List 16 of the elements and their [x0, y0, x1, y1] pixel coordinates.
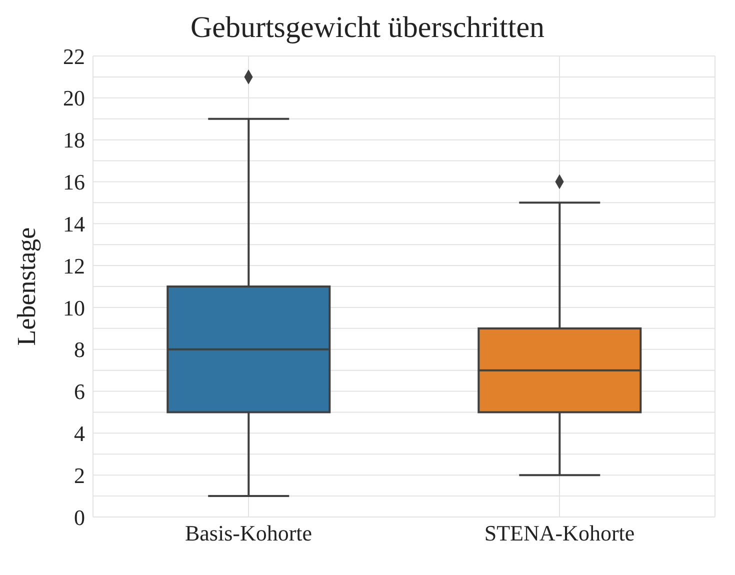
y-tick-label: 8 — [74, 337, 85, 362]
y-tick-label: 6 — [74, 379, 85, 404]
y-tick-label: 20 — [63, 86, 85, 111]
x-tick-label: Basis-Kohorte — [184, 520, 312, 546]
y-tick-label: 0 — [74, 504, 85, 530]
chart-title: Geburtsgewicht überschritten — [190, 11, 545, 44]
y-tick-label: 10 — [63, 295, 85, 320]
y-tick-label: 22 — [63, 44, 85, 69]
y-tick-label: 14 — [63, 211, 85, 236]
y-tick-label: 16 — [63, 170, 85, 195]
y-axis-title: Lebenstage — [12, 227, 42, 346]
y-tick-label: 12 — [63, 253, 85, 278]
x-tick-label: STENA-Kohorte — [484, 520, 635, 546]
y-tick-label: 2 — [74, 462, 85, 488]
y-tick-label: 4 — [74, 420, 85, 446]
y-tick-label: 18 — [63, 128, 85, 153]
